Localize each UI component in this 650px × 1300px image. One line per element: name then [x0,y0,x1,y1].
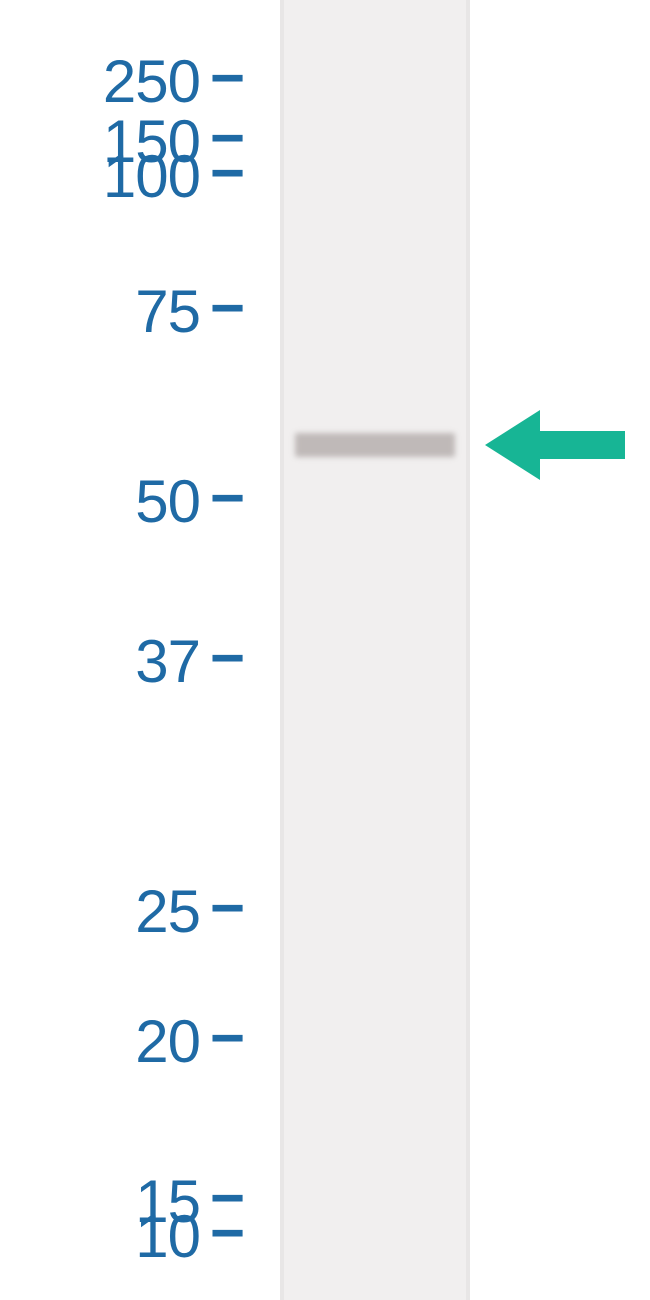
marker-tick-icon: − [210,623,245,692]
gel-lane-left-edge [280,0,284,1300]
marker-label: 37 [135,627,200,696]
western-blot-figure: 250−150−100−75−50−37−25−20−15−10− [0,0,650,1300]
gel-lane [280,0,470,1300]
marker-label: 20 [135,1007,200,1076]
protein-band [295,433,455,457]
marker-tick-icon: − [210,43,245,112]
marker-tick-icon: − [210,873,245,942]
gel-lane-right-edge [466,0,470,1300]
marker-tick-icon: − [210,1003,245,1072]
marker-label: 250 [103,47,200,116]
marker-tick-icon: − [210,1198,245,1267]
marker-label: 75 [135,277,200,346]
marker-label: 50 [135,467,200,536]
marker-tick-icon: − [210,463,245,532]
marker-label: 10 [135,1202,200,1271]
marker-tick-icon: − [210,273,245,342]
band-arrow-icon [485,410,625,480]
marker-label: 25 [135,877,200,946]
marker-label: 100 [103,142,200,211]
marker-tick-icon: − [210,138,245,207]
